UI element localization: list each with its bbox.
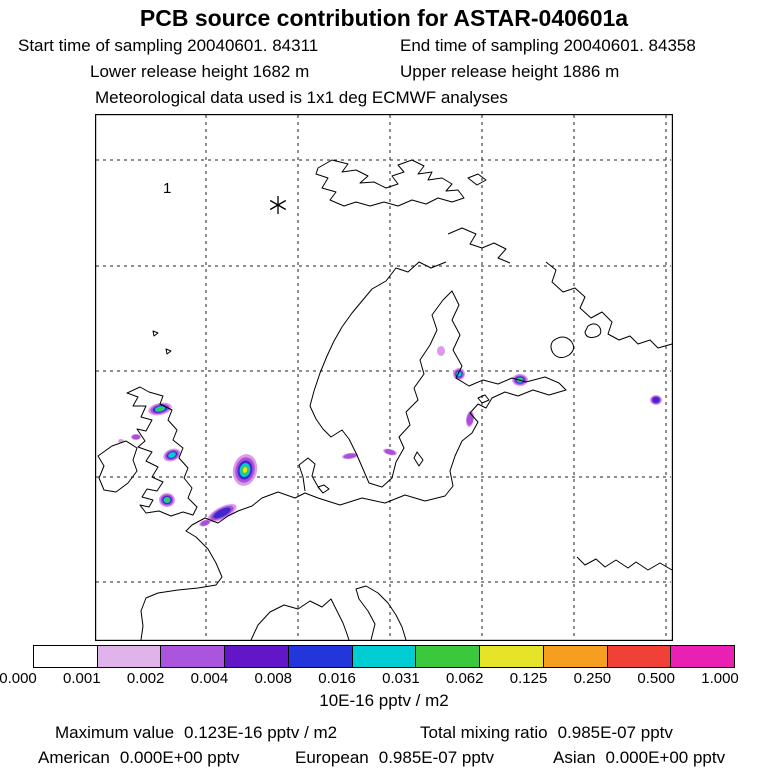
colorbar-tick-label: 0.062 <box>445 670 484 687</box>
colorbar-tick-label: 0.004 <box>190 670 229 687</box>
colorbar-tick-labels: 0.000 0.001 0.002 0.004 0.008 0.016 0.031 0.062… <box>0 670 768 688</box>
maximum-value-label: Maximum value <box>55 723 175 742</box>
hotspot <box>437 346 445 356</box>
asian-value: 0.000E+00 pptv <box>605 748 726 767</box>
station-marker-icon <box>269 196 287 214</box>
station-number-label: 1 <box>163 180 171 197</box>
maximum-value-text: Maximum value 0.123E-16 pptv / m2 <box>55 723 337 743</box>
colorbar-tick-label: 0.031 <box>382 670 420 687</box>
european-value: 0.985E-07 pptv <box>378 748 495 767</box>
colorbar-segment <box>160 646 225 667</box>
hotspot <box>342 452 358 460</box>
asian-contribution-text: Asian 0.000E+00 pptv <box>553 748 725 768</box>
hotspot <box>207 503 237 523</box>
map-gridlines <box>96 115 671 640</box>
hotspot <box>159 493 175 507</box>
colorbar-tick-label: 0.016 <box>318 670 356 687</box>
european-label: European <box>295 748 369 767</box>
hotspot <box>453 368 465 380</box>
colorbar-segment <box>224 646 288 667</box>
colorbar-tick-label: 0.000 <box>0 670 37 687</box>
colorbar-tick-label: 0.500 <box>637 670 675 687</box>
european-contribution-text: European 0.985E-07 pptv <box>295 748 494 768</box>
colorbar-segment <box>351 646 416 667</box>
colorbar-segment <box>670 646 735 667</box>
colorbar-tick-label: 0.002 <box>126 670 165 687</box>
upper-release-text: Upper release height 1886 m <box>400 62 620 81</box>
hotspot <box>650 395 662 405</box>
colorbar-segment <box>415 646 480 667</box>
colorbar-tick-label: 0.125 <box>509 670 548 687</box>
mixing-ratio-label: Total mixing ratio <box>420 723 548 742</box>
colorbar-units-label: 10E-16 pptv / m2 <box>319 691 449 710</box>
hotspot <box>163 448 181 462</box>
colorbar-tick-label: 1.000 <box>701 670 739 687</box>
colorbar-segment <box>479 646 543 667</box>
end-time-text: End time of sampling 20040601. 84358 <box>400 36 696 55</box>
figure-title: PCB source contribution for ASTAR-040601… <box>139 5 629 31</box>
hotspot <box>383 448 397 456</box>
colorbar-segment <box>287 646 352 667</box>
hotspots-layer <box>118 346 662 527</box>
colorbar <box>33 645 735 668</box>
map-plot: 1 <box>95 114 673 641</box>
colorbar-segment <box>34 646 97 667</box>
colorbar-tick-label: 0.001 <box>63 670 101 687</box>
american-contribution-text: American 0.000E+00 pptv <box>38 748 239 768</box>
american-value: 0.000E+00 pptv <box>119 748 240 767</box>
hotspot <box>131 434 141 440</box>
coastlines <box>97 159 673 641</box>
colorbar-segment <box>542 646 607 667</box>
colorbar-tick-label: 0.250 <box>573 670 612 687</box>
map-frame <box>95 114 673 641</box>
hotspot <box>199 519 211 527</box>
colorbar-segment <box>606 646 671 667</box>
lower-release-text: Lower release height 1682 m <box>90 62 310 81</box>
mixing-ratio-text: Total mixing ratio 0.985E-07 pptv <box>420 723 673 743</box>
met-data-text: Meteorological data used is 1x1 deg ECMW… <box>95 88 508 107</box>
hotspot <box>232 454 258 486</box>
start-time-text: Start time of sampling 20040601. 84311 <box>18 36 319 55</box>
american-label: American <box>38 748 110 767</box>
colorbar-segment <box>96 646 161 667</box>
asian-label: Asian <box>553 748 596 767</box>
colorbar-tick-label: 0.008 <box>254 670 293 687</box>
maximum-value: 0.123E-16 pptv / m2 <box>184 723 338 742</box>
mixing-ratio-value: 0.985E-07 pptv <box>557 723 673 742</box>
